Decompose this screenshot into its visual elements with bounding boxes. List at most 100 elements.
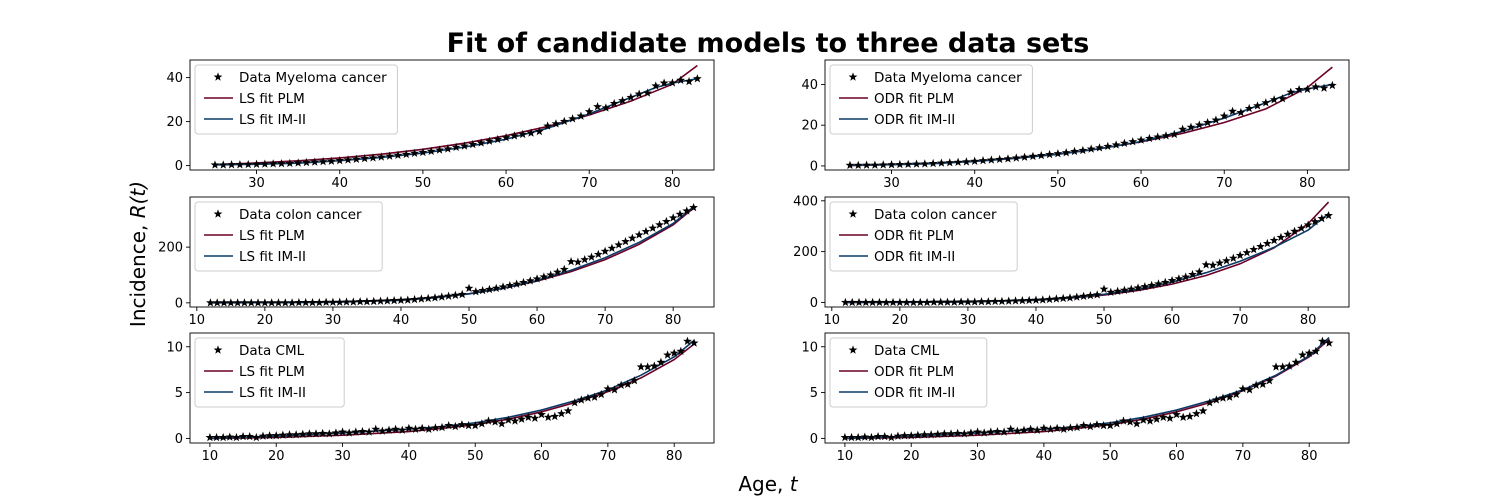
x-tick-label: 70 (1232, 313, 1249, 328)
x-tick-label: 30 (248, 176, 265, 191)
data-point (893, 431, 903, 440)
data-point (1059, 424, 1069, 433)
legend-star-marker (213, 209, 223, 218)
data-point (525, 276, 535, 285)
data-point (358, 426, 367, 436)
data-point (559, 264, 569, 274)
data-point (1136, 135, 1146, 144)
data-point (1140, 282, 1150, 291)
data-point (878, 160, 888, 169)
data-point (663, 350, 672, 359)
data-point (311, 429, 321, 438)
data-point (583, 393, 593, 402)
data-point (596, 389, 606, 399)
data-point (252, 159, 261, 168)
data-point (468, 139, 478, 149)
data-point (584, 107, 594, 116)
data-point (868, 297, 878, 307)
data-point (959, 429, 969, 438)
data-point (301, 297, 311, 307)
data-point (1078, 145, 1088, 155)
data-point (435, 145, 444, 154)
data-point (1261, 98, 1271, 107)
data-point (1099, 420, 1108, 430)
data-point (1222, 256, 1231, 265)
data-point (1269, 95, 1279, 104)
x-tick-label: 30 (969, 449, 986, 464)
x-tick-label: 50 (461, 313, 478, 328)
data-point (291, 430, 301, 439)
data-point (1286, 87, 1296, 96)
data-point (1181, 272, 1191, 281)
data-point (431, 423, 440, 432)
data-point (1036, 150, 1046, 160)
x-tick-label: 10 (837, 449, 854, 464)
data-point (1126, 284, 1136, 293)
y-tick-label: 10 (801, 340, 818, 355)
data-point (335, 155, 345, 165)
data-point (418, 147, 428, 157)
chart-panel-middle-left: 10 20 30 40 50 60 70 80 0 200 Data colon cancer LS … (158, 196, 715, 328)
legend: Data Myeloma cancer ODR fit PLM ODR fit IM… (829, 64, 1033, 135)
data-point (867, 432, 876, 442)
data-point (478, 285, 487, 295)
data-point (551, 119, 561, 128)
data-point (979, 428, 989, 437)
data-point (321, 297, 331, 306)
data-point (1024, 295, 1034, 305)
data-point (1198, 406, 1208, 415)
data-point (1317, 213, 1327, 223)
data-point (245, 431, 255, 441)
chart-panel-top-right: 30 40 50 60 70 80 0 20 40 Data Myeloma cancer ODR … (801, 59, 1350, 191)
data-point (364, 427, 374, 436)
data-point (676, 346, 686, 356)
y-tick-label: 5 (175, 386, 183, 401)
data-point (1113, 286, 1122, 295)
data-point (609, 98, 619, 108)
data-point (485, 284, 494, 294)
data-point (1120, 138, 1129, 148)
data-point (460, 141, 469, 150)
x-tick-label: 10 (202, 449, 219, 464)
data-point (1165, 413, 1175, 422)
data-point (218, 432, 228, 442)
data-point (351, 154, 361, 163)
axes-frame (189, 59, 715, 171)
data-point (1160, 277, 1170, 287)
legend-label: ODR fit IM-II (874, 112, 955, 128)
data-point (1092, 290, 1102, 299)
data-point (450, 421, 460, 431)
data-point (391, 424, 400, 433)
data-point (219, 298, 229, 307)
data-point (940, 429, 949, 438)
data-point (417, 294, 426, 303)
data-point (403, 295, 413, 304)
data-point (945, 158, 955, 167)
data-point (1072, 292, 1082, 301)
data-point (610, 385, 619, 394)
data-point (343, 155, 353, 164)
data-point (559, 116, 569, 126)
data-point (251, 432, 261, 442)
data-point (1019, 425, 1029, 434)
y-axis-label: Incidence, R(t) (126, 181, 150, 327)
data-point (1139, 415, 1148, 424)
data-point (995, 154, 1005, 164)
data-point (437, 292, 447, 301)
data-point (464, 283, 474, 293)
axes-frame (824, 332, 1350, 444)
data-point (342, 297, 351, 306)
data-point (396, 295, 406, 305)
data-point (626, 92, 636, 102)
data-point (576, 395, 586, 404)
x-tick-label: 40 (1028, 313, 1045, 328)
data-point (676, 75, 686, 84)
data-point (314, 297, 324, 307)
data-point (1251, 380, 1261, 389)
data-point (271, 431, 281, 440)
data-point (655, 220, 664, 229)
data-point (936, 297, 946, 306)
data-point (240, 298, 249, 307)
data-point (1132, 419, 1142, 428)
data-point (293, 158, 303, 167)
